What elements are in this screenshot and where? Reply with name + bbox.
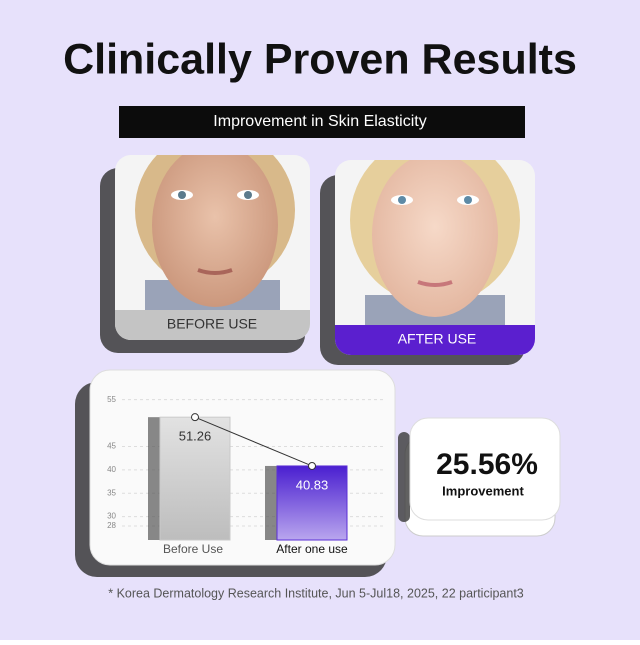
after-caption: AFTER USE bbox=[398, 331, 477, 347]
value-label: 51.26 bbox=[179, 429, 212, 444]
bar bbox=[159, 416, 231, 541]
y-tick-label: 45 bbox=[107, 442, 116, 451]
y-tick-label: 30 bbox=[107, 512, 116, 521]
subtitle: Improvement in Skin Elasticity bbox=[213, 113, 426, 130]
title: Clinically Proven Results bbox=[63, 35, 577, 83]
bar bbox=[276, 465, 348, 541]
before-photo bbox=[115, 155, 310, 340]
card-shadow bbox=[398, 432, 410, 522]
bar-shadow bbox=[265, 465, 277, 540]
stat-value: 25.56% bbox=[436, 448, 538, 481]
subtitle-banner bbox=[119, 106, 525, 138]
before-caption: BEFORE USE bbox=[167, 316, 257, 332]
x-tick-label: Before Use bbox=[163, 542, 223, 556]
stat-label: Improvement bbox=[442, 483, 524, 498]
y-tick-label: 40 bbox=[107, 465, 116, 474]
bar-shadow bbox=[148, 417, 160, 540]
y-tick-label: 28 bbox=[107, 521, 116, 530]
value-label: 40.83 bbox=[296, 477, 329, 492]
y-tick-label: 55 bbox=[107, 395, 116, 404]
trend-point bbox=[191, 413, 199, 422]
footnote: * Korea Dermatology Research Institute, … bbox=[108, 586, 524, 600]
stat-card bbox=[409, 417, 561, 521]
y-tick-label: 35 bbox=[107, 488, 116, 497]
trend-line bbox=[194, 416, 313, 467]
trend-point bbox=[308, 461, 316, 470]
x-tick-label: After one use bbox=[276, 542, 348, 556]
after-photo bbox=[335, 160, 535, 355]
